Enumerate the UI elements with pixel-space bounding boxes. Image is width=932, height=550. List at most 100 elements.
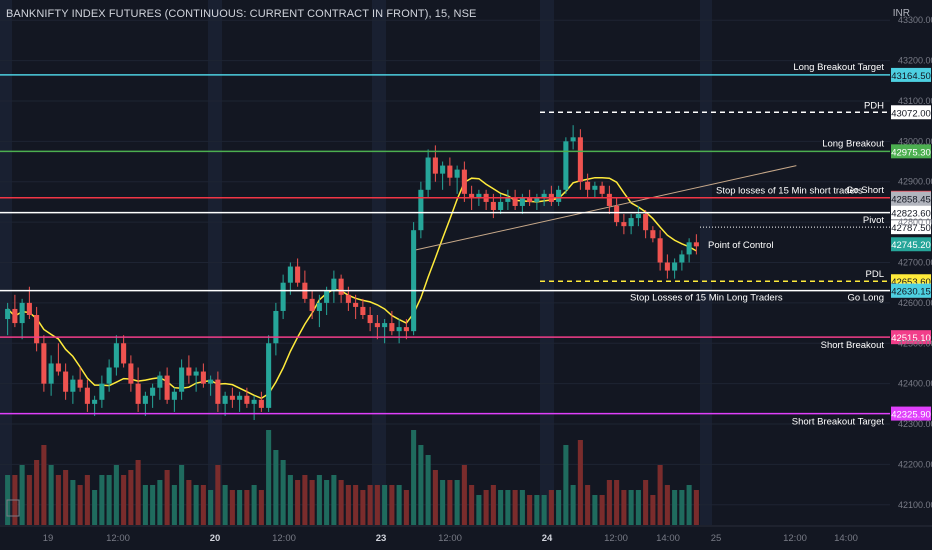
candle-body [418,189,424,231]
volume-bar [374,485,380,525]
volume-bar [70,480,76,525]
price-tag [891,105,931,120]
candle-body [664,262,670,271]
candle-body [128,363,134,384]
x-tick-label: 25 [711,533,722,544]
candle-body [693,242,699,247]
candle-body [556,189,562,202]
volume-bar [469,485,475,525]
candle-body [55,363,61,372]
volume-bar [99,475,105,525]
candle-body [345,294,351,303]
volume-bar [534,495,540,525]
x-tick-label: 12:00 [106,533,130,544]
volume-bar [548,490,554,525]
candle-body [309,298,315,311]
price-tag-label: 42975.30 [891,147,931,158]
candle-body [19,302,25,324]
volume-bar [411,430,417,525]
y-tick-label: 42900.00 [898,177,932,187]
candle-body [171,391,177,400]
volume-bar [512,490,518,525]
candle-body [432,157,438,174]
candle-body [505,197,511,202]
volume-bar [208,490,214,525]
candle-body [179,367,185,392]
price-line-text: Go Short [846,185,884,196]
candle-body [63,371,69,392]
price-line-text: Stop losses of 15 Min short traders [716,186,863,197]
volume-bar [490,485,496,525]
candle-body [635,214,641,219]
volume-bar [215,465,221,525]
candle-body [84,387,90,404]
y-tick-label: 42700.00 [898,258,932,268]
candle-body [200,371,206,384]
candle-body [295,266,301,283]
volume-bar [606,480,612,525]
candle-body [498,201,504,210]
volume-bar [150,485,156,525]
volume-bar [577,440,583,525]
x-tick-label: 12:00 [438,533,462,544]
candle-body [121,343,127,364]
volume-bar [106,475,112,525]
volume-bar [295,480,301,525]
candle-body [440,165,446,174]
volume-bar [222,485,228,525]
candle-body [447,165,453,178]
candle-body [287,266,293,283]
price-tag-label: 42630.15 [891,287,931,298]
price-tag [891,205,931,220]
volume-bar [367,485,373,525]
candle-body [367,315,373,324]
volume-bar [621,490,627,525]
volume-bar [614,480,620,525]
volume-bar [41,445,47,525]
candle-body [374,323,380,328]
candle-body [382,323,388,328]
candle-body [527,197,533,202]
x-tick-label: 19 [43,533,54,544]
volume-bar [403,490,409,525]
price-tag [891,330,931,345]
price-tag-label: 42745.20 [891,240,931,251]
price-tag-label: 42653.60 [891,277,931,288]
x-tick-label: 12:00 [783,533,807,544]
candle-body [266,343,272,408]
x-tick-label: 14:00 [834,533,858,544]
candle-body [193,371,199,376]
volume-bar [657,465,663,525]
candle-body [585,181,591,190]
candle-body [490,201,496,210]
volume-bar [309,480,315,525]
price-tag [891,406,931,421]
volume-bar [541,495,547,525]
volume-bar [345,485,351,525]
volume-bar [237,490,243,525]
candle-body [280,282,286,311]
candle-body [99,383,105,400]
volume-bar [258,490,264,525]
price-line-text: Long Breakout [822,138,884,149]
volume-bar [679,490,685,525]
volume-bar [585,485,591,525]
candle-body [215,379,221,404]
volume-bar [476,495,482,525]
volume-bar [316,475,322,525]
volume-bar [113,465,119,525]
x-tick-label: 14:00 [656,533,680,544]
candle-body [657,238,663,263]
candle-body [628,218,634,227]
candle-body [26,302,32,315]
candle-body [157,375,163,388]
volume-bar [193,485,199,525]
candle-body [469,193,475,198]
volume-bar [498,490,504,525]
volume-bar [382,485,388,525]
price-line-text: Stop Losses of 15 Min Long Traders [630,293,783,304]
candle-body [251,399,257,404]
trendline [413,165,797,251]
